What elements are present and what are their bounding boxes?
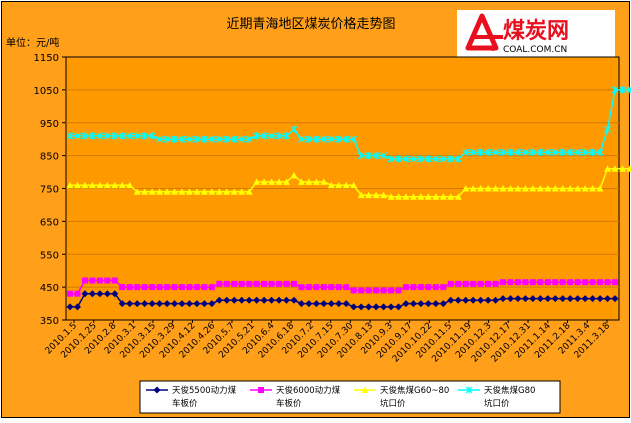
data-point <box>560 279 566 285</box>
legend-label: 天俊5500动力煤 <box>172 385 237 396</box>
data-point <box>298 284 304 290</box>
data-point <box>239 281 245 287</box>
logo-brand-text: 煤炭网 <box>503 18 569 44</box>
data-point <box>381 287 387 293</box>
data-point <box>149 284 155 290</box>
data-point <box>97 278 103 284</box>
data-point <box>358 287 364 293</box>
data-point <box>186 284 192 290</box>
data-point <box>194 284 200 290</box>
data-point <box>89 278 95 284</box>
legend-label: 天俊6000动力煤 <box>276 385 341 396</box>
data-point <box>112 278 118 284</box>
data-point <box>157 284 163 290</box>
data-point <box>545 279 551 285</box>
data-point <box>433 284 439 290</box>
data-point <box>231 281 237 287</box>
legend-label: 车板价 <box>172 398 198 409</box>
data-point <box>388 287 394 293</box>
legend-label: 天俊焦煤G80 <box>484 385 535 396</box>
y-tick-label: 450 <box>40 283 59 294</box>
data-point <box>306 284 312 290</box>
data-point <box>179 284 185 290</box>
data-point <box>605 279 611 285</box>
data-point <box>373 287 379 293</box>
data-point <box>612 279 618 285</box>
data-point <box>425 284 431 290</box>
data-point <box>403 284 409 290</box>
data-point <box>164 284 170 290</box>
legend-label: 坑口价 <box>380 398 406 409</box>
data-point <box>246 281 252 287</box>
data-point <box>537 279 543 285</box>
coal-logo: 煤炭网 COAL.COM.CN <box>457 10 615 60</box>
data-point <box>530 279 536 285</box>
data-point <box>284 281 290 287</box>
data-point <box>351 287 357 293</box>
y-tick-label: 350 <box>40 316 59 327</box>
data-point <box>507 279 513 285</box>
y-tick-label: 550 <box>40 250 59 261</box>
data-point <box>590 279 596 285</box>
legend-label: 天俊焦煤G60~80 <box>380 385 449 396</box>
data-point <box>395 287 401 293</box>
data-point <box>201 284 207 290</box>
data-point <box>463 281 469 287</box>
data-point <box>127 284 133 290</box>
data-point <box>269 281 275 287</box>
data-point <box>448 281 454 287</box>
data-point <box>224 281 230 287</box>
y-tick-label: 650 <box>40 217 59 228</box>
data-point <box>104 278 110 284</box>
data-point <box>575 279 581 285</box>
data-point <box>366 287 372 293</box>
data-point <box>261 281 267 287</box>
data-point <box>343 284 349 290</box>
data-point <box>485 281 491 287</box>
data-point <box>276 281 282 287</box>
data-point <box>515 279 521 285</box>
legend-swatch-marker <box>258 387 264 393</box>
data-point <box>336 284 342 290</box>
data-point <box>567 279 573 285</box>
data-point <box>172 284 178 290</box>
data-point <box>500 279 506 285</box>
data-point <box>522 279 528 285</box>
data-point <box>321 284 327 290</box>
y-tick-label: 850 <box>40 152 59 163</box>
data-point <box>119 284 125 290</box>
data-point <box>209 284 215 290</box>
data-point <box>313 284 319 290</box>
y-tick-label: 1050 <box>34 86 59 97</box>
data-point <box>470 281 476 287</box>
data-point <box>418 284 424 290</box>
data-point <box>552 279 558 285</box>
data-point <box>291 281 297 287</box>
data-point <box>455 281 461 287</box>
data-point <box>82 278 88 284</box>
data-point <box>328 284 334 290</box>
data-point <box>216 281 222 287</box>
data-point <box>597 279 603 285</box>
chart-title: 近期青海地区煤炭价格走势图 <box>226 16 395 32</box>
data-point <box>410 284 416 290</box>
y-tick-label: 750 <box>40 185 59 196</box>
data-point <box>142 284 148 290</box>
legend-label: 车板价 <box>276 398 302 409</box>
data-point <box>67 291 73 297</box>
data-point <box>493 281 499 287</box>
data-point <box>440 284 446 290</box>
data-point <box>478 281 484 287</box>
legend-label: 坑口价 <box>484 398 510 409</box>
data-point <box>582 279 588 285</box>
logo-domain-text: COAL.COM.CN <box>503 45 567 55</box>
y-tick-label: 950 <box>40 119 59 130</box>
data-point <box>134 284 140 290</box>
data-point <box>254 281 260 287</box>
y-tick-label: 1150 <box>34 53 59 64</box>
unit-label: 单位：元/吨 <box>6 36 59 49</box>
data-point <box>74 291 80 297</box>
